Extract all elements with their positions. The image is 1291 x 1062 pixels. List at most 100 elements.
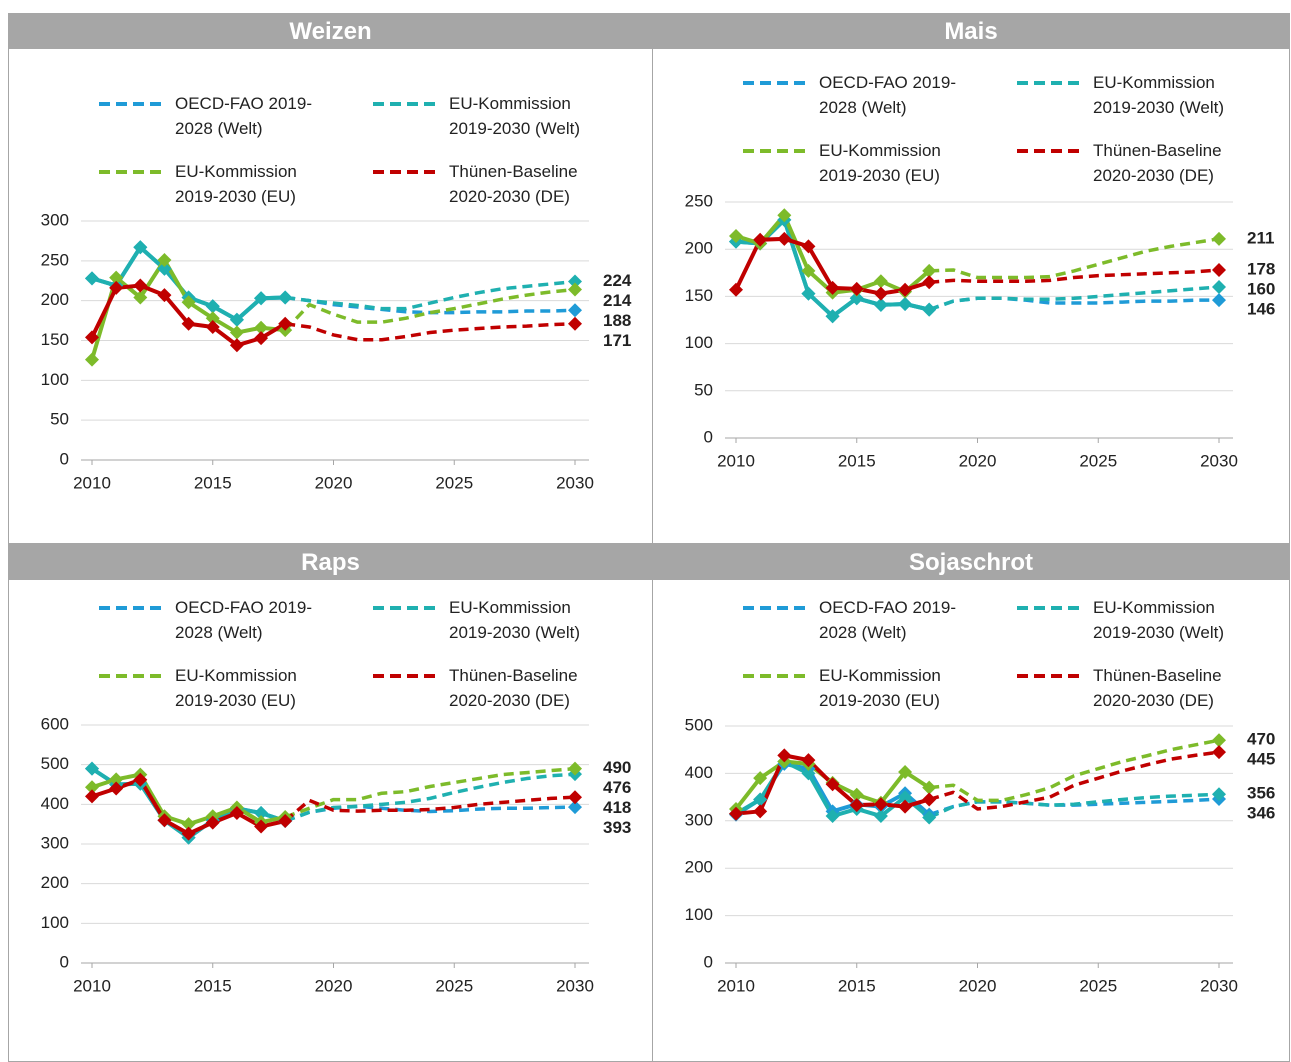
end-value-label: 178	[1247, 259, 1275, 278]
marker	[922, 810, 937, 825]
x-tick-label: 2020	[315, 473, 353, 492]
marker	[133, 240, 148, 255]
chart-panel: Raps OECD-FAO 2019-2028 (Welt) EU-Kommissi…	[8, 544, 653, 1062]
marker	[801, 286, 816, 301]
legend-item: EU-Kommission 2019-2030 (Welt)	[371, 595, 645, 645]
marker	[729, 282, 743, 297]
marker	[825, 309, 840, 324]
x-tick-label: 2020	[959, 451, 997, 470]
y-tick-label: 600	[41, 714, 69, 733]
marker	[777, 231, 792, 246]
projection-line	[929, 237, 1220, 280]
marker	[157, 253, 172, 268]
end-value-label: 211	[1247, 228, 1274, 247]
x-tick-label: 2015	[838, 976, 876, 995]
x-tick-label: 2015	[194, 976, 232, 995]
projection-line	[928, 750, 1220, 811]
legend-swatch	[1017, 606, 1083, 610]
legend: OECD-FAO 2019-2028 (Welt) EU-Kommission 2…	[97, 91, 645, 209]
marker	[157, 288, 172, 303]
marker	[1212, 733, 1226, 748]
y-tick-label: 300	[41, 833, 69, 852]
marker	[922, 780, 937, 795]
chart-panel: Sojaschrot OECD-FAO 2019-2028 (Welt) EU-Ko…	[652, 544, 1290, 1062]
legend-item: EU-Kommission 2019-2030 (EU)	[97, 159, 371, 209]
marker	[181, 817, 196, 832]
marker	[801, 753, 816, 768]
marker	[849, 798, 864, 813]
marker	[898, 296, 913, 311]
marker	[181, 316, 196, 331]
legend-item: EU-Kommission 2019-2030 (EU)	[741, 663, 1015, 713]
marker	[1212, 787, 1226, 802]
end-value-label: 356	[1247, 784, 1275, 803]
marker	[568, 790, 582, 805]
marker	[753, 792, 768, 807]
x-tick-label: 2025	[1079, 451, 1117, 470]
x-tick-label: 2025	[435, 976, 473, 995]
chart-panel: Weizen OECD-FAO 2019-2028 (Welt) EU-Kommis…	[8, 13, 653, 544]
marker	[849, 291, 864, 306]
marker	[825, 809, 840, 824]
marker	[109, 772, 124, 787]
projection-line	[928, 285, 1220, 312]
legend-item: EU-Kommission 2019-2030 (EU)	[741, 138, 1015, 188]
x-tick-label: 2030	[1200, 976, 1238, 995]
y-tick-label: 200	[685, 858, 713, 877]
legend-label: Thünen-Baseline 2020-2030 (DE)	[449, 162, 578, 206]
marker	[801, 239, 816, 254]
marker	[85, 271, 99, 286]
marker	[85, 789, 99, 804]
x-tick-label: 2015	[838, 451, 876, 470]
marker	[729, 228, 743, 243]
end-value-label: 188	[603, 311, 631, 330]
projection-line	[284, 279, 576, 311]
end-value-label: 171	[603, 331, 631, 350]
marker	[922, 302, 937, 317]
legend-label: EU-Kommission 2019-2030 (Welt)	[449, 598, 581, 642]
y-tick-label: 100	[41, 913, 69, 932]
legend-item: Thünen-Baseline 2020-2030 (DE)	[1015, 663, 1289, 713]
marker	[181, 295, 196, 310]
marker	[205, 311, 220, 326]
marker	[825, 280, 840, 295]
marker	[229, 325, 244, 340]
marker	[777, 748, 792, 763]
legend-item: OECD-FAO 2019-2028 (Welt)	[97, 595, 371, 645]
marker	[568, 274, 582, 289]
marker	[205, 815, 220, 830]
y-tick-label: 300	[41, 210, 69, 229]
chart-title: Sojaschrot	[653, 545, 1289, 580]
x-tick-label: 2030	[1200, 451, 1238, 470]
marker	[133, 278, 148, 293]
legend-swatch	[743, 81, 809, 85]
projection-line	[929, 268, 1220, 284]
marker	[133, 290, 148, 305]
marker	[229, 806, 244, 821]
legend-swatch	[743, 149, 809, 153]
end-value-label: 470	[1247, 730, 1275, 749]
marker	[568, 761, 582, 776]
marker	[801, 766, 816, 781]
marker	[922, 792, 937, 807]
x-tick-label: 2025	[1079, 976, 1117, 995]
legend-swatch	[99, 606, 165, 610]
y-tick-label: 300	[685, 810, 713, 829]
marker	[109, 270, 124, 285]
marker	[801, 263, 816, 278]
legend-label: EU-Kommission 2019-2030 (EU)	[819, 666, 941, 710]
y-tick-label: 250	[685, 191, 713, 210]
legend-swatch	[99, 102, 165, 106]
plot: 0 100 200 300 400 500 600 2010 2015 2020 2025 2030 3…	[41, 714, 632, 995]
y-tick-label: 150	[685, 286, 713, 305]
y-tick-label: 100	[685, 333, 713, 352]
legend-item: OECD-FAO 2019-2028 (Welt)	[741, 595, 1015, 645]
end-value-label: 224	[603, 271, 632, 290]
legend-item: OECD-FAO 2019-2028 (Welt)	[741, 70, 1015, 120]
legend: OECD-FAO 2019-2028 (Welt) EU-Kommission 2…	[741, 70, 1289, 188]
y-tick-label: 0	[60, 449, 69, 468]
plot: 0 100 200 300 400 500 2010 2015 2020 2025 2030 3463…	[685, 715, 1276, 995]
marker	[873, 297, 888, 312]
history-line	[735, 217, 930, 319]
